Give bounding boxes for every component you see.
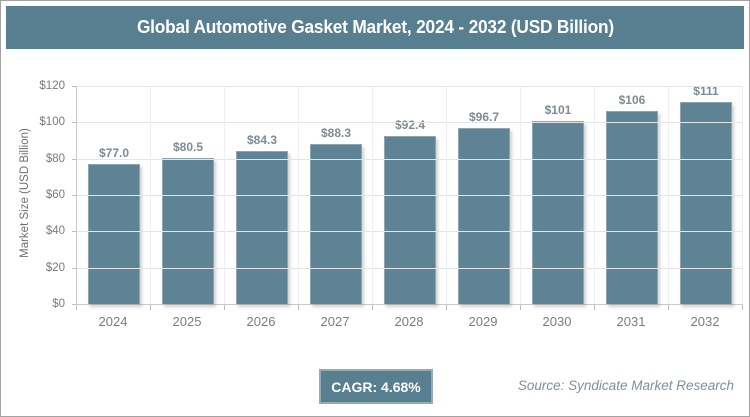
bar-2032: $111 bbox=[680, 84, 732, 304]
bar-2024: $77.0 bbox=[88, 146, 140, 304]
bar-column-2026: $84.3 bbox=[225, 86, 299, 304]
y-tickmark bbox=[72, 304, 76, 305]
x-tick-label-2028: 2028 bbox=[394, 314, 424, 329]
cagr-badge: CAGR: 4.68% bbox=[319, 369, 433, 404]
bar-column-2027: $88.3 bbox=[299, 86, 373, 304]
bar-column-2031: $106 bbox=[595, 86, 669, 304]
bar-value-label: $80.5 bbox=[172, 139, 203, 154]
y-tick-label: $20 bbox=[45, 261, 65, 274]
h-gridline bbox=[77, 122, 743, 124]
y-tick-label: $60 bbox=[45, 189, 65, 201]
bar-value-label: $106 bbox=[618, 93, 646, 108]
bars-container: $77.0 $80.5 $84.3 $88.3 $92.4 $96.7 $101 $106 $1… bbox=[77, 84, 743, 304]
h-gridline bbox=[77, 195, 743, 196]
bar-value-label: $96.7 bbox=[468, 110, 499, 125]
x-tickmark bbox=[76, 305, 77, 310]
bar-2028: $92.4 bbox=[384, 118, 436, 304]
x-tick-label-2032: 2032 bbox=[690, 314, 720, 329]
x-tickmark bbox=[149, 305, 151, 310]
x-axis-labels: 2024 2025 2026 2027 2028 2029 2030 2031 2032 bbox=[76, 312, 742, 332]
h-gridline bbox=[77, 158, 743, 160]
x-tickmark bbox=[519, 305, 521, 310]
bar-2031: $106 bbox=[606, 93, 658, 304]
x-tick-label-2030: 2030 bbox=[542, 314, 572, 329]
bar-value-label: $92.4 bbox=[394, 118, 425, 133]
x-tickmark bbox=[223, 305, 225, 310]
bar-2026: $84.3 bbox=[236, 133, 288, 304]
bar-column-2029: $96.7 bbox=[447, 86, 521, 304]
y-tickmark bbox=[72, 195, 76, 196]
bar-value-label: $84.3 bbox=[246, 132, 277, 147]
x-tick-label-2024: 2024 bbox=[98, 314, 128, 329]
v-gridline bbox=[594, 86, 595, 304]
bar-column-2028: $92.4 bbox=[373, 86, 447, 304]
bar-2025: $80.5 bbox=[162, 140, 214, 304]
bar-column-2030: $101 bbox=[521, 86, 595, 304]
y-tickmark bbox=[72, 158, 76, 160]
bar-column-2024: $77.0 bbox=[77, 86, 151, 304]
v-gridline bbox=[297, 86, 299, 304]
x-tick-label-2029: 2029 bbox=[468, 314, 498, 329]
y-tickmark bbox=[72, 86, 76, 87]
source-attribution: Source: Syndicate Market Research bbox=[517, 378, 734, 393]
x-tickmark bbox=[446, 305, 447, 310]
h-gridline bbox=[77, 231, 743, 233]
y-axis-ticks: $0 $20 $40 $60 $80 $100 $120 bbox=[1, 80, 67, 310]
x-tick-label-2031: 2031 bbox=[616, 314, 646, 329]
x-tick-label-2027: 2027 bbox=[320, 314, 350, 329]
y-tickmark bbox=[72, 267, 76, 269]
v-gridline bbox=[742, 86, 743, 304]
bar-value-label: $88.3 bbox=[320, 125, 351, 140]
bar-value-label: $77.0 bbox=[98, 146, 129, 161]
bar-column-2032: $111 bbox=[669, 84, 743, 304]
v-gridline bbox=[667, 86, 669, 304]
cagr-label: CAGR: 4.68% bbox=[331, 378, 421, 395]
x-tick-label-2026: 2026 bbox=[246, 314, 276, 329]
y-tick-label: $120 bbox=[39, 80, 65, 92]
bar-2027: $88.3 bbox=[310, 126, 362, 304]
v-gridline bbox=[519, 86, 521, 304]
x-tickmark bbox=[594, 305, 595, 310]
x-tickmark bbox=[371, 305, 373, 310]
y-tickmark bbox=[72, 122, 76, 124]
v-gridline bbox=[149, 86, 151, 304]
h-gridline bbox=[77, 267, 743, 269]
bar-value-label: $111 bbox=[693, 84, 719, 99]
y-tick-label: $0 bbox=[52, 298, 65, 310]
bar-2030: $101 bbox=[532, 103, 584, 304]
x-tickmark bbox=[742, 305, 743, 310]
bar-2029: $96.7 bbox=[458, 110, 510, 304]
h-gridline bbox=[77, 86, 743, 87]
bar-value-label: $101 bbox=[544, 102, 572, 117]
y-tickmark bbox=[72, 231, 76, 233]
chart-title: Global Automotive Gasket Market, 2024 - … bbox=[136, 17, 614, 37]
v-gridline bbox=[446, 86, 447, 304]
y-tick-label: $80 bbox=[45, 152, 65, 165]
y-tick-label: $100 bbox=[39, 116, 65, 129]
x-tickmark bbox=[667, 305, 669, 310]
chart-title-bar: Global Automotive Gasket Market, 2024 - … bbox=[6, 6, 744, 49]
plot-area: $77.0 $80.5 $84.3 $88.3 $92.4 $96.7 $101 $106 $1… bbox=[76, 84, 743, 310]
x-tick-label-2025: 2025 bbox=[172, 314, 202, 329]
v-gridline bbox=[371, 86, 373, 304]
bar-column-2025: $80.5 bbox=[151, 86, 225, 304]
v-gridline bbox=[223, 86, 225, 304]
x-tickmark bbox=[297, 305, 299, 310]
y-tick-label: $40 bbox=[45, 225, 65, 238]
